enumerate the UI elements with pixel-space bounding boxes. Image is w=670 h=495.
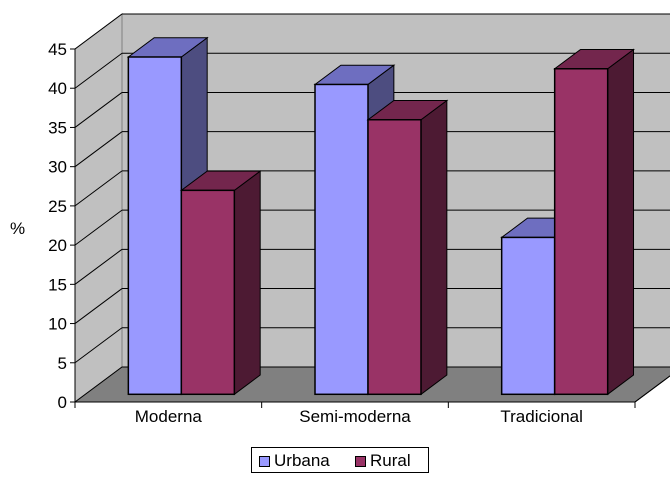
gridline-side [74, 131, 123, 168]
gridline-side [74, 13, 123, 50]
legend-label-urbana: Urbana [274, 451, 330, 470]
legend-item-urbana: Urbana [259, 451, 330, 471]
side-wall [74, 13, 123, 403]
gridline-side [74, 52, 123, 89]
bar-urbana [314, 83, 369, 396]
y-tick-label: 45 [48, 40, 67, 59]
floor-edge [634, 375, 670, 403]
gridline-side [74, 170, 123, 207]
gridline-side [74, 248, 123, 285]
legend: Urbana Rural [251, 447, 429, 473]
x-tick-label: Tradicional [500, 407, 583, 426]
y-tick-label: 10 [48, 315, 67, 334]
bar-urbana [500, 236, 556, 396]
y-tick-label: 40 [48, 79, 67, 98]
x-tick-label: Moderna [135, 407, 203, 426]
y-tick-label: 0 [58, 393, 67, 412]
y-tick-label: 15 [48, 275, 67, 294]
bar-urbana [127, 56, 183, 396]
gridline-side [74, 327, 123, 364]
y-axis-label: % [10, 219, 25, 238]
bar-rural [553, 68, 609, 396]
legend-label-rural: Rural [370, 451, 411, 470]
y-tick-label: 20 [48, 236, 67, 255]
y-tick-label: 30 [48, 158, 67, 177]
y-tick-label: 5 [58, 354, 67, 373]
gridline-side [74, 92, 123, 128]
x-tick-label: Semi-moderna [299, 407, 411, 426]
bar-side-rural [233, 170, 261, 396]
bar-side-rural [607, 48, 635, 396]
bar-rural [367, 118, 422, 396]
legend-swatch-urbana [259, 455, 270, 467]
bars [126, 36, 636, 396]
tick-labels: 0 5 10 15 20 25 30 35 40 45 Moderna Semi-moderna Tra… [48, 40, 583, 426]
y-tick-label: 25 [48, 197, 67, 216]
y-tick-label: 35 [48, 118, 67, 137]
bar-side-rural [420, 99, 448, 396]
gridline-side [74, 209, 123, 246]
legend-swatch-rural [355, 455, 366, 467]
axes [70, 48, 670, 408]
bar-rural [180, 189, 236, 396]
legend-item-rural: Rural [355, 451, 411, 471]
gridline-side [74, 288, 123, 324]
